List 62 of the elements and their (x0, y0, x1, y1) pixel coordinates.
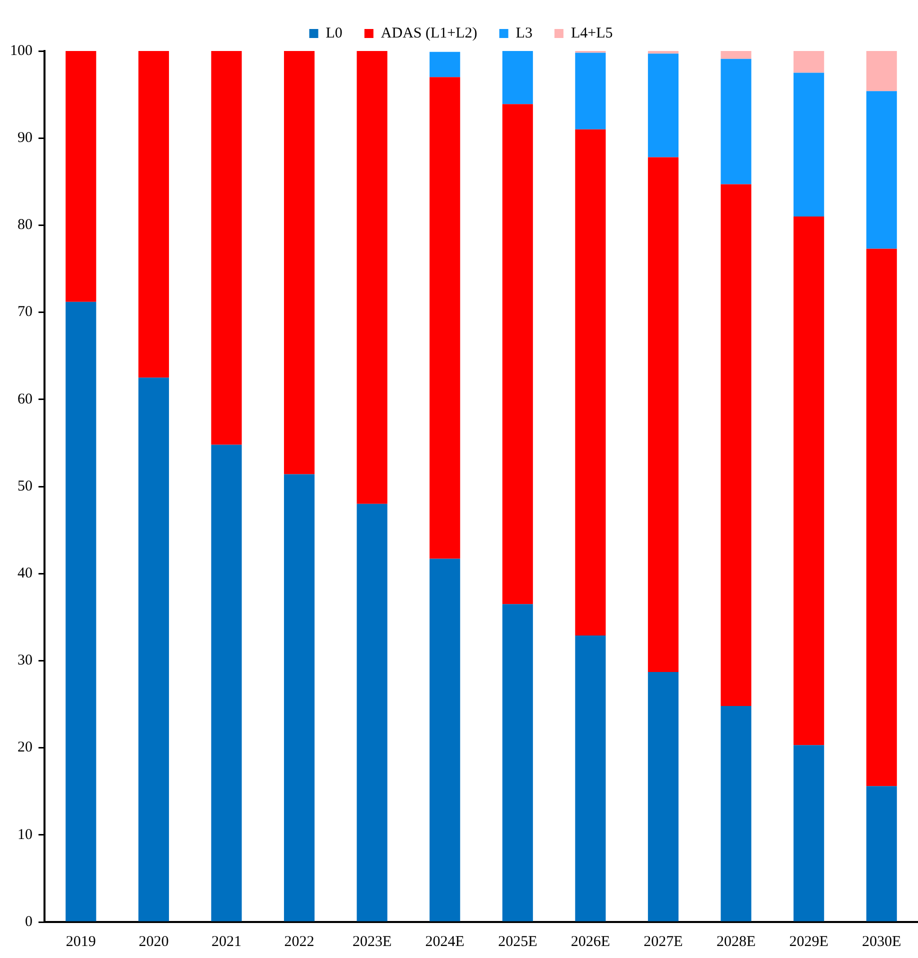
y-tick-label: 10 (18, 826, 32, 843)
bar (356, 504, 388, 922)
bar (794, 72, 824, 216)
bar (430, 52, 460, 78)
legend-label: L0 (326, 25, 342, 42)
bar (138, 51, 169, 378)
bar (866, 248, 897, 786)
bar (284, 51, 315, 474)
bar (720, 706, 752, 922)
bar (138, 378, 169, 922)
bar (502, 51, 533, 104)
x-tick-label: 2026E (570, 934, 610, 950)
bar (794, 51, 824, 73)
y-tick-label: 80 (18, 217, 32, 234)
y-tick-label: 70 (18, 304, 32, 320)
bar (866, 51, 897, 92)
bar (211, 444, 242, 922)
x-tick-label: 2027E (644, 934, 683, 950)
x-tick-label: 2020 (138, 934, 169, 950)
x-tick-label: 2023E (352, 934, 392, 950)
bar (430, 558, 460, 922)
y-tick-label: 40 (18, 566, 32, 582)
legend-label: ADAS (L1+L2) (380, 25, 478, 42)
bar (356, 51, 388, 504)
legend-label: L4+L5 (570, 25, 613, 42)
bar (66, 51, 96, 302)
y-tick-label: 100 (10, 42, 32, 59)
bar (720, 58, 752, 184)
bar (794, 745, 824, 922)
x-tick-label: 2029E (789, 934, 828, 950)
bar (866, 786, 897, 922)
x-tick-label: 2022 (284, 934, 314, 950)
y-tick-label: 20 (18, 740, 32, 756)
x-tick-label: 2028E (716, 934, 756, 950)
x-tick-label: 2021 (211, 934, 242, 950)
bar (430, 77, 460, 559)
bar (794, 216, 824, 746)
bar (575, 52, 606, 130)
y-tick-label: 50 (18, 478, 32, 494)
bar (575, 635, 606, 922)
bar (502, 604, 533, 922)
bar (284, 474, 315, 922)
bar (648, 54, 679, 158)
x-tick-label: 2024E (425, 934, 464, 950)
x-tick-label: 2019 (66, 934, 96, 950)
bar (648, 51, 679, 54)
bar (720, 51, 752, 59)
x-tick-label: 2030E (862, 934, 902, 950)
bar (211, 51, 242, 445)
y-tick-label: 90 (18, 130, 32, 146)
x-tick-label: 2025E (498, 934, 538, 950)
bar (648, 157, 679, 672)
bar (575, 129, 606, 636)
bar (648, 672, 679, 922)
y-tick-label: 60 (18, 391, 32, 408)
bar (502, 104, 533, 604)
bar (720, 184, 752, 706)
bar (866, 91, 897, 249)
y-tick-label: 30 (18, 652, 32, 669)
y-tick-label: 0 (25, 914, 32, 930)
legend-label: L3 (516, 25, 532, 42)
bar (66, 302, 96, 922)
